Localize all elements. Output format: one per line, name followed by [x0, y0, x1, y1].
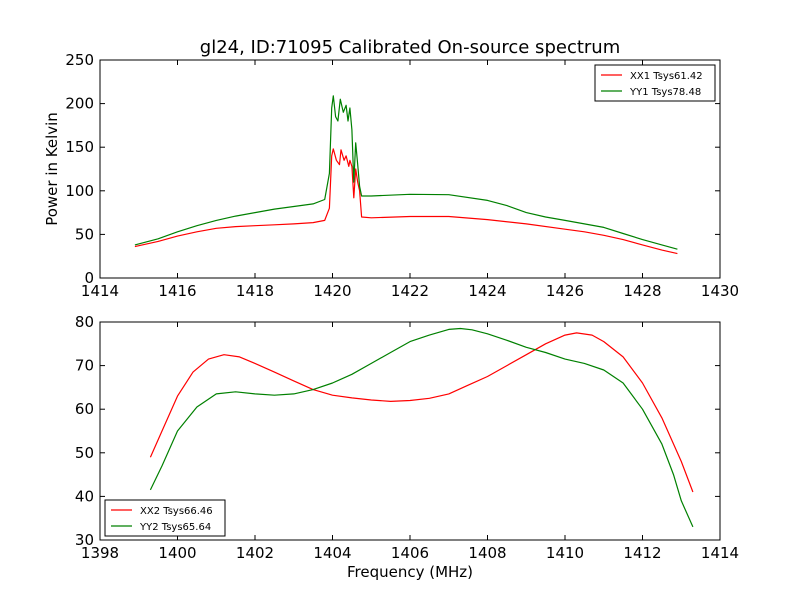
- x-tick-label: 1428: [623, 282, 661, 300]
- x-tick-label: 1414: [81, 282, 119, 300]
- legend-box: [594, 64, 716, 102]
- x-tick-label: 1420: [313, 282, 351, 300]
- x-tick-label: 1406: [391, 544, 429, 562]
- bottom-panel: 1398 1400 1402 1404 1406 1408 1410 1412 1414 30 40…: [75, 313, 739, 581]
- legend-label: YY1 Tsys78.48: [629, 87, 701, 98]
- legend-label: XX1 Tsys61.42: [630, 71, 703, 82]
- x-axis-label: Frequency (MHz): [347, 563, 473, 581]
- x-tick-label: 1400: [158, 544, 196, 562]
- y-tick-label: 250: [65, 51, 94, 69]
- x-tick-label: 1402: [236, 544, 274, 562]
- y-tick-label: 50: [75, 225, 94, 243]
- legend-label: XX2 Tsys66.46: [140, 506, 213, 517]
- y-tick-label: 0: [84, 269, 94, 287]
- x-tick-label: 1418: [236, 282, 274, 300]
- y-tick-label: 50: [75, 444, 94, 462]
- y-tick-label: 80: [75, 313, 94, 331]
- x-tick-label: 1410: [546, 544, 584, 562]
- x-tick-label: 1398: [81, 544, 119, 562]
- y-tick-label: 70: [75, 357, 94, 375]
- y-tick-label: 40: [75, 487, 94, 505]
- series-line-2: [134, 95, 678, 250]
- x-tick-label: 1416: [158, 282, 196, 300]
- x-tick-label: 1414: [701, 544, 739, 562]
- x-tick-label: 1408: [468, 544, 506, 562]
- x-tick-label: 1430: [701, 282, 739, 300]
- x-tick-label: 1424: [468, 282, 506, 300]
- x-tick-label: 1412: [623, 544, 661, 562]
- series-line-1: [134, 148, 678, 255]
- series-line-2: [149, 327, 694, 528]
- y-tick-label: 100: [65, 182, 94, 200]
- y-tick-label: 150: [65, 138, 94, 156]
- legend-box: [104, 499, 226, 537]
- y-tick-label: 60: [75, 400, 94, 418]
- x-tick-label: 1422: [391, 282, 429, 300]
- y-tick-label: 200: [65, 95, 94, 113]
- series-line-1: [149, 332, 694, 493]
- x-tick-label: 1426: [546, 282, 584, 300]
- x-tick-label: 1404: [313, 544, 351, 562]
- top-panel: 1414 1416 1418 1420 1422 1424 1426 1428 1430 0 50 1…: [43, 51, 739, 300]
- y-tick-label: 30: [75, 531, 94, 549]
- legend-label: YY2 Tsys65.64: [139, 522, 211, 533]
- y-axis-label: Power in Kelvin: [43, 112, 61, 226]
- chart-title: gl24, ID:71095 Calibrated On-source spec…: [200, 37, 620, 58]
